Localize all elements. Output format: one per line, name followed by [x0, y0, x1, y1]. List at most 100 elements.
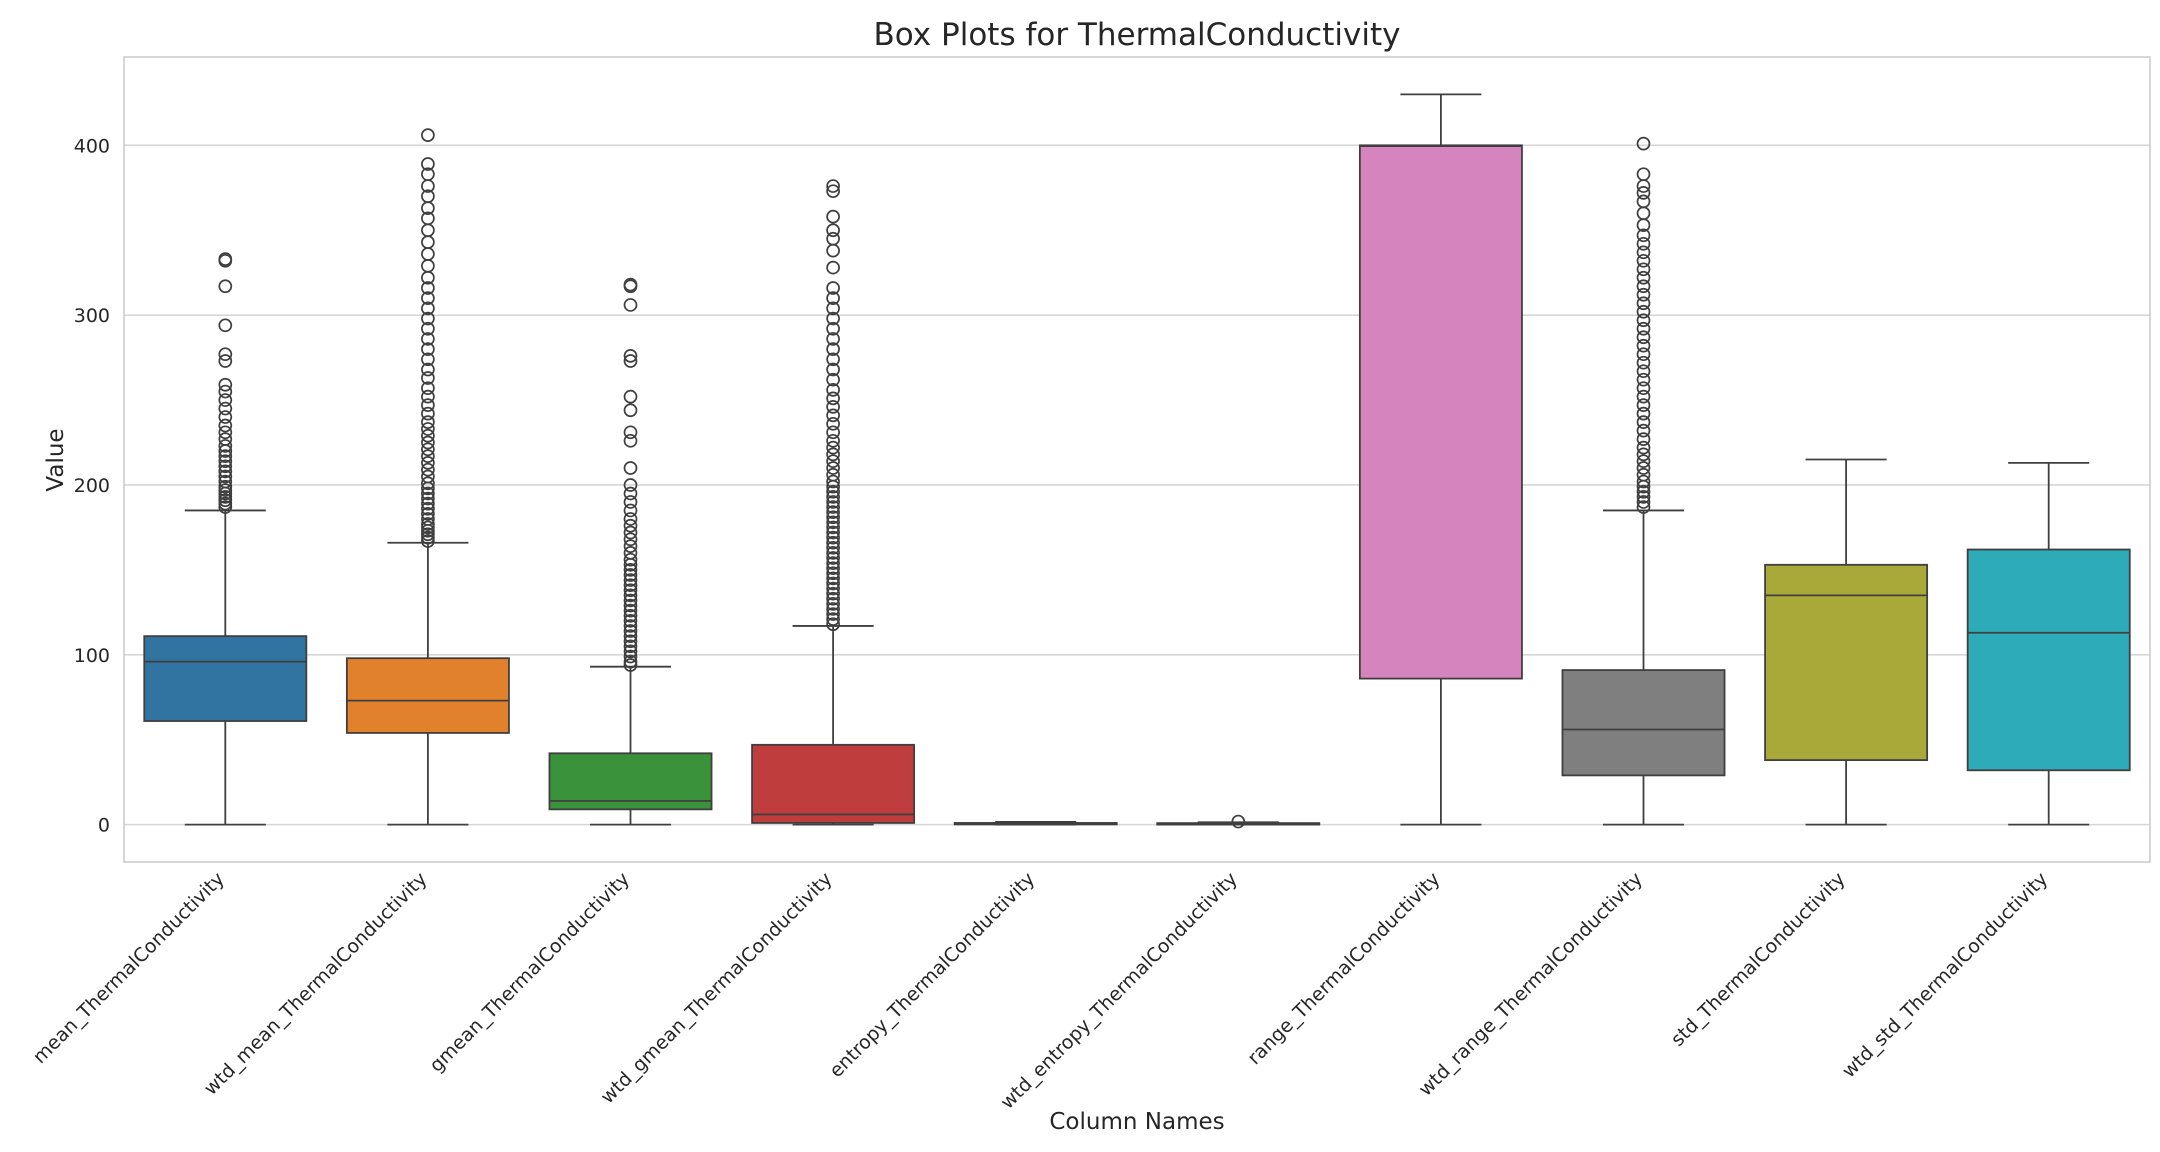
outlier-point [218, 464, 233, 479]
outlier-point [623, 433, 638, 448]
outlier-point [623, 649, 638, 664]
outlier-point [623, 624, 638, 638]
box-wtd_std_ThermalConductivity [1966, 461, 2131, 826]
outlier-point [826, 260, 840, 275]
outlier-point [623, 512, 638, 526]
outlier-point [218, 318, 233, 333]
outlier-point [826, 571, 840, 586]
y-tick-label: 200 [74, 475, 110, 497]
outlier-point [826, 440, 840, 455]
outlier-point [421, 381, 435, 396]
outlier-point [1636, 398, 1651, 413]
outlier-point [421, 530, 435, 545]
outlier-point [218, 279, 233, 294]
outlier-point [1636, 136, 1651, 151]
outlier-point [826, 362, 840, 377]
outlier-point [623, 613, 638, 628]
outlier-point [826, 184, 840, 199]
chart-title: Box Plots for ThermalConductivity [874, 17, 1401, 53]
outlier-point [826, 416, 840, 431]
outlier-point [826, 581, 840, 596]
outlier-point [826, 556, 840, 570]
outlier-point [218, 425, 233, 440]
outlier-point [623, 518, 638, 533]
outlier-point [1636, 406, 1651, 421]
outlier-point [421, 435, 435, 450]
outlier-point [218, 354, 233, 368]
box-iqr [1561, 669, 1726, 777]
outlier-point [826, 490, 840, 504]
outlier-point [623, 525, 638, 540]
outlier-point [826, 535, 840, 550]
outlier-point [623, 629, 638, 643]
y-axis-label: Value [43, 428, 69, 491]
outlier-point [1636, 313, 1651, 328]
outlier-point [826, 546, 840, 560]
outlier-point [826, 530, 840, 545]
outlier-point [1636, 186, 1651, 200]
outlier-point [421, 476, 435, 491]
outlier-point [1636, 474, 1651, 489]
outlier-point [623, 354, 638, 368]
outlier-point [826, 372, 840, 387]
outlier-point [826, 311, 840, 326]
outlier-point [1636, 347, 1651, 362]
outlier-point [421, 352, 435, 367]
outlier-point [421, 462, 435, 477]
y-axis-ticks: 0 100 200 300 400 [74, 135, 110, 836]
outlier-point [623, 563, 638, 577]
outlier-point [1636, 423, 1651, 438]
outlier-point [826, 400, 840, 414]
outlier-point [1636, 432, 1651, 446]
box-std_ThermalConductivity [1764, 458, 1929, 826]
outlier-point [421, 456, 435, 470]
outlier-point [826, 321, 840, 336]
outlier-point [1636, 194, 1651, 209]
outlier-point [826, 500, 840, 514]
outlier-point [1636, 262, 1651, 277]
outlier-point [623, 461, 638, 475]
box-iqr [1966, 548, 2131, 772]
outlier-point [826, 454, 840, 469]
outlier-point [421, 291, 435, 306]
outlier-point [826, 566, 840, 581]
outlier-point [623, 634, 638, 649]
outlier-point [218, 496, 233, 511]
outlier-point [826, 617, 840, 632]
box-wtd_mean_ThermalConductivity [345, 128, 510, 826]
plot-frame [123, 56, 2151, 863]
outlier-point [826, 551, 840, 565]
outlier-point [1636, 355, 1651, 370]
outlier-point [1636, 495, 1651, 509]
outlier-point [421, 167, 435, 182]
outlier-point [421, 211, 435, 226]
outlier-point [421, 534, 435, 548]
outlier-point [826, 602, 840, 616]
outlier-point [1636, 321, 1651, 336]
outlier-point [623, 578, 638, 593]
outlier-point [623, 546, 638, 560]
outlier-point [421, 501, 435, 516]
outlier-point [623, 588, 638, 603]
outlier-point [826, 525, 840, 540]
box-iqr [1358, 144, 1523, 680]
box-iqr [1764, 563, 1929, 762]
outlier-point [826, 540, 840, 555]
outlier-point [826, 342, 840, 356]
outlier-point [421, 342, 435, 356]
outlier-point [1636, 372, 1651, 387]
box-iqr [345, 657, 510, 734]
outlier-point [421, 469, 435, 484]
outlier-point [1636, 447, 1651, 462]
outlier-point [623, 644, 638, 659]
outlier-point [623, 583, 638, 598]
outlier-point [421, 442, 435, 457]
outlier-point [218, 418, 233, 433]
outlier-point [421, 128, 435, 142]
box-gmean_ThermalConductivity [548, 277, 713, 826]
outlier-point [826, 576, 840, 591]
outlier-point [421, 332, 435, 346]
outlier-point [623, 403, 638, 418]
outlier-point [623, 349, 638, 363]
